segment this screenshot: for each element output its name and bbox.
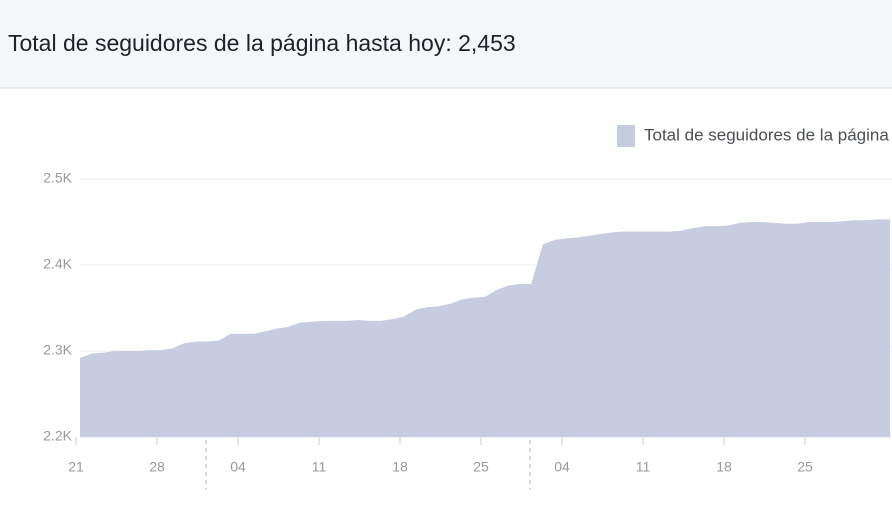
x-tick-label: 25 [473, 459, 489, 475]
x-tick-label: 25 [797, 459, 813, 475]
area [80, 219, 890, 437]
x-tick-label: 04 [554, 459, 570, 475]
x-tick-label: 28 [149, 459, 165, 475]
x-tick-label: 11 [636, 459, 651, 475]
x-tick-label: 18 [716, 459, 732, 475]
header [0, 0, 892, 88]
x-tick-label: 18 [392, 459, 408, 475]
chart-title: Total de seguidores de la página hasta h… [8, 30, 516, 56]
y-tick-label: 2.4K [43, 256, 72, 272]
y-tick-label: 2.2K [43, 428, 72, 444]
y-tick-label: 2.3K [43, 342, 72, 358]
x-tick-label: 11 [312, 459, 327, 475]
legend-label: Total de seguidores de la página [644, 125, 889, 144]
legend-swatch [617, 125, 635, 147]
x-tick-label: 04 [230, 459, 246, 475]
x-tick-label: 21 [68, 459, 84, 475]
y-tick-label: 2.5K [43, 170, 72, 186]
